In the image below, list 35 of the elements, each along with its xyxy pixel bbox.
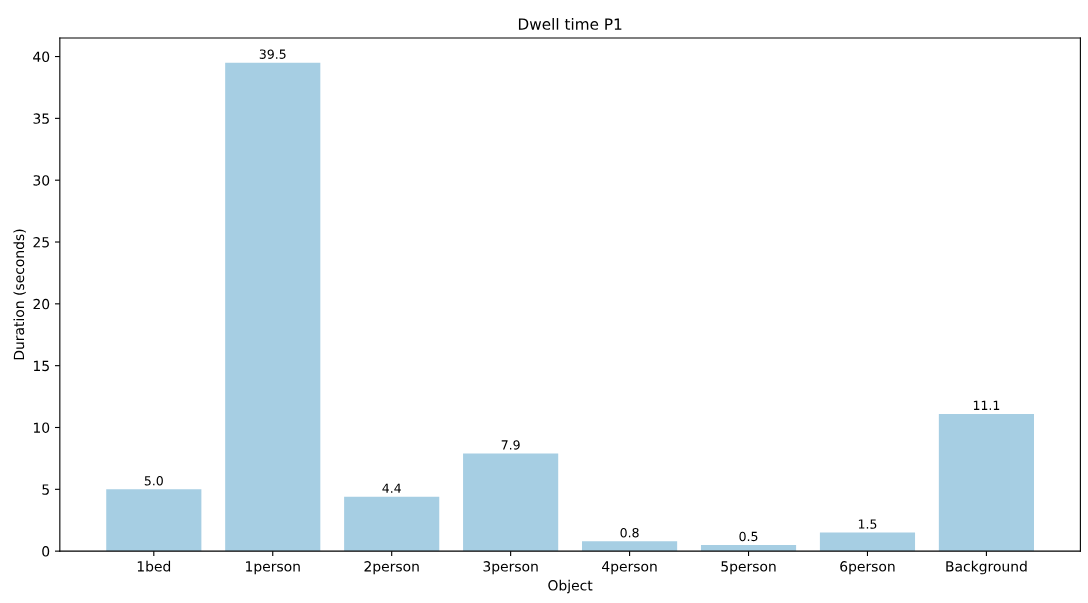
data-label: 1.5 xyxy=(858,519,877,529)
x-tick-label: 4person xyxy=(602,561,657,575)
x-tick-label: Background xyxy=(946,560,1027,575)
x-tick-label: 6person xyxy=(840,561,895,575)
y-axis-title: Duration (seconds) xyxy=(13,229,26,360)
x-tick-label: 3person xyxy=(483,561,538,575)
y-tick-label: 25 xyxy=(33,236,49,248)
y-tick-label: 0 xyxy=(42,546,50,557)
x-axis-title: Object xyxy=(548,579,593,594)
y-tick-label: 20 xyxy=(33,298,50,310)
data-label: 0.8 xyxy=(620,527,639,538)
bar xyxy=(582,541,678,552)
data-label: 5.0 xyxy=(144,476,163,486)
x-tick-label: 2person xyxy=(364,561,419,575)
bar xyxy=(344,496,440,552)
bar xyxy=(938,413,1034,552)
data-label: 0.5 xyxy=(739,531,758,542)
x-tick-label: 1bed xyxy=(137,560,171,572)
x-tick-label: 1person xyxy=(246,561,300,575)
bar xyxy=(106,489,202,552)
bar xyxy=(819,532,916,552)
bar xyxy=(225,62,321,552)
bar xyxy=(463,453,559,552)
y-tick-label: 15 xyxy=(33,360,49,372)
chart-title: Dwell time P1 xyxy=(518,18,622,30)
y-tick-label: 10 xyxy=(33,422,50,433)
data-label: 39.5 xyxy=(259,49,286,59)
y-tick-label: 30 xyxy=(33,175,50,186)
y-tick-label: 35 xyxy=(33,113,49,124)
x-tick-label: 5person xyxy=(721,561,776,575)
data-label: 7.9 xyxy=(501,440,520,450)
data-label: 4.4 xyxy=(382,483,401,493)
y-tick-label: 40 xyxy=(33,51,50,63)
data-label: 11.1 xyxy=(973,400,1000,410)
y-tick-label: 5 xyxy=(42,484,49,495)
